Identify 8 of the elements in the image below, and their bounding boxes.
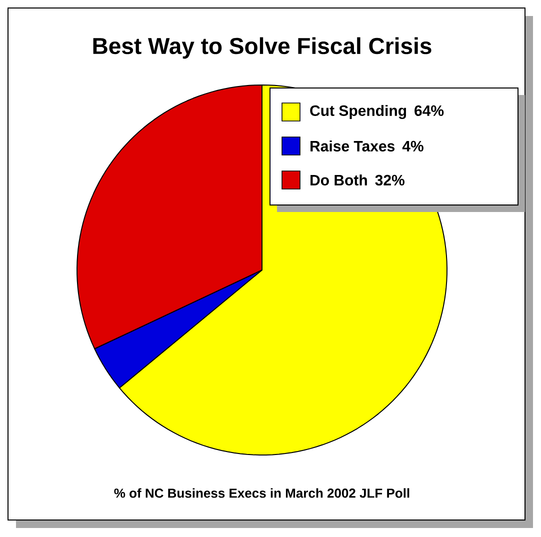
legend-label: Do Both — [310, 174, 367, 186]
data-label: 32% — [375, 174, 404, 186]
legend-label: Raise Taxes — [310, 140, 395, 152]
chart-title: Best Way to Solve Fiscal Crisis — [93, 37, 432, 59]
data-label: 64% — [414, 105, 444, 116]
data-label: 4% — [402, 140, 424, 152]
legend-label: Cut Spending — [310, 104, 406, 120]
text: % of NC Business Execs in March 2002 JLF Poll — [114, 488, 410, 498]
